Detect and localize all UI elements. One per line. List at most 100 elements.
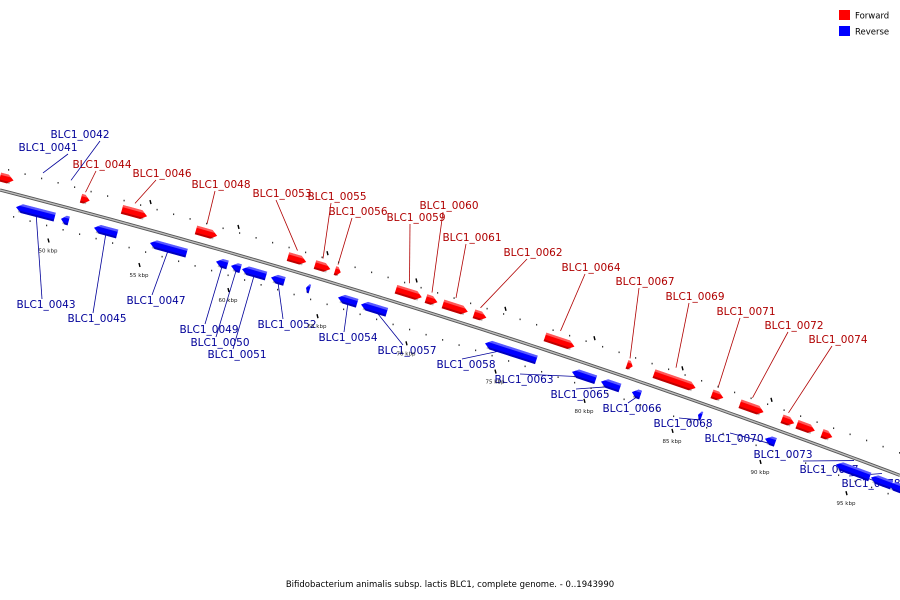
minor-tick xyxy=(470,302,472,305)
gene-blc1_0051[interactable] xyxy=(241,265,268,281)
minor-tick xyxy=(387,276,389,279)
gene-forward-unlabeled[interactable] xyxy=(795,420,816,435)
label-blc1_0060: BLC1_0060 xyxy=(419,200,479,293)
gene-blc1_0064[interactable] xyxy=(543,332,576,351)
minor-tick xyxy=(833,427,835,430)
gene-blc1_0049[interactable] xyxy=(215,257,229,270)
gene-blc1_0058[interactable] xyxy=(484,339,538,365)
gene-blc1_0061[interactable] xyxy=(441,299,470,316)
major-tick xyxy=(326,251,329,256)
minor-tick xyxy=(656,409,658,412)
gene-blc1_0068[interactable] xyxy=(697,411,704,421)
minor-tick xyxy=(717,385,719,388)
gene-reverse-unlabeled[interactable] xyxy=(305,284,312,294)
gene-blc1_0050[interactable] xyxy=(230,262,242,274)
gene-blc1_0047[interactable] xyxy=(149,239,188,258)
label-blc1_0072: BLC1_0072 xyxy=(752,320,824,398)
svg-text:BLC1_0069: BLC1_0069 xyxy=(665,291,724,303)
gene-layer xyxy=(0,172,900,494)
svg-text:BLC1_0041: BLC1_0041 xyxy=(18,142,77,154)
major-tick xyxy=(845,491,848,496)
major-tick xyxy=(681,366,684,371)
minor-tick xyxy=(112,242,114,244)
label-blc1_0069: BLC1_0069 xyxy=(665,291,725,368)
gene-blc1_0043[interactable] xyxy=(15,203,56,222)
minor-tick xyxy=(409,328,411,331)
minor-tick xyxy=(321,256,323,259)
gene-blc1_0060[interactable] xyxy=(424,294,439,306)
svg-text:BLC1_0059: BLC1_0059 xyxy=(386,212,445,224)
gene-blc1_0059[interactable] xyxy=(394,284,423,302)
svg-text:BLC1_0056: BLC1_0056 xyxy=(328,206,387,218)
label-blc1_0059: BLC1_0059 xyxy=(386,212,446,284)
minor-tick xyxy=(524,365,526,368)
minor-tick xyxy=(140,204,142,206)
svg-text:BLC1_0071: BLC1_0071 xyxy=(716,306,775,318)
minor-tick xyxy=(57,181,59,184)
minor-tick xyxy=(882,445,884,448)
gene-forward-unlabeled[interactable] xyxy=(0,172,15,185)
minor-tick xyxy=(272,241,274,244)
label-blc1_0051: BLC1_0051 xyxy=(207,273,267,361)
minor-tick xyxy=(585,340,587,342)
svg-text:BLC1_0052: BLC1_0052 xyxy=(257,319,316,331)
minor-tick xyxy=(739,438,741,441)
minor-tick xyxy=(79,233,81,235)
minor-tick xyxy=(788,456,790,458)
gene-blc1_0071[interactable] xyxy=(710,389,725,402)
svg-text:BLC1_0045: BLC1_0045 xyxy=(67,313,126,325)
minor-tick xyxy=(821,468,823,470)
minor-tick xyxy=(519,318,521,321)
gene-blc1_0077[interactable] xyxy=(869,473,894,490)
gene-blc1_0053[interactable] xyxy=(286,252,308,266)
gene-blc1_0074[interactable] xyxy=(780,414,795,428)
tick-label: 55 kbp xyxy=(130,273,149,279)
minor-tick xyxy=(552,329,554,331)
gene-blc1_0045[interactable] xyxy=(93,223,119,239)
gene-blc1_0055[interactable] xyxy=(313,260,332,273)
gene-forward-unlabeled[interactable] xyxy=(820,429,833,441)
gene-blc1_0057[interactable] xyxy=(360,300,389,317)
gene-reverse-unlabeled[interactable] xyxy=(631,388,642,400)
gene-blc1_0054[interactable] xyxy=(337,293,359,308)
gene-blc1_0070[interactable] xyxy=(763,434,777,447)
minor-tick xyxy=(343,308,345,311)
tick-label: 90 kbp xyxy=(751,470,770,476)
minor-tick xyxy=(602,345,604,348)
gene-blc1_0069[interactable] xyxy=(652,369,698,392)
gene-label-layer: BLC1_0044BLC1_0046BLC1_0048BLC1_0053BLC1… xyxy=(16,129,900,490)
gene-blc1_0062[interactable] xyxy=(472,309,488,323)
major-tick xyxy=(593,336,596,341)
minor-tick xyxy=(310,298,312,301)
minor-tick xyxy=(651,362,653,365)
minor-tick xyxy=(673,415,675,418)
svg-text:BLC1_0050: BLC1_0050 xyxy=(190,337,249,349)
svg-text:BLC1_0063: BLC1_0063 xyxy=(494,374,553,386)
minor-tick xyxy=(871,486,873,489)
gene-blc1_0044[interactable] xyxy=(79,193,91,205)
gene-blc1_0067[interactable] xyxy=(625,360,635,371)
gene-blc1_0046[interactable] xyxy=(120,205,148,221)
svg-text:BLC1_0068: BLC1_0068 xyxy=(653,418,712,430)
minor-tick xyxy=(244,279,246,281)
gene-blc1_0048[interactable] xyxy=(194,225,219,241)
minor-tick xyxy=(128,246,130,249)
tick-layer: 50 kbp 55 kbp 60 kbp 65 kbp 70 kbp 75 kbp 80 k… xyxy=(8,169,900,507)
major-tick xyxy=(237,224,240,230)
minor-tick xyxy=(95,237,97,240)
major-tick xyxy=(415,278,418,283)
minor-tick xyxy=(211,269,213,272)
gene-blc1_0063[interactable] xyxy=(571,368,598,385)
gene-blc1_0056[interactable] xyxy=(333,266,342,277)
gene-blc1_0052[interactable] xyxy=(270,273,286,286)
minor-tick xyxy=(74,186,76,188)
minor-tick xyxy=(425,333,427,336)
major-tick xyxy=(47,238,50,243)
gene-blc1_0078[interactable] xyxy=(887,480,900,494)
gene-blc1_0065[interactable] xyxy=(600,377,622,393)
gene-reverse-unlabeled[interactable] xyxy=(60,215,70,226)
gene-blc1_0072[interactable] xyxy=(738,399,765,417)
minor-tick xyxy=(173,213,175,216)
gene-blc1_0073[interactable] xyxy=(834,460,872,482)
